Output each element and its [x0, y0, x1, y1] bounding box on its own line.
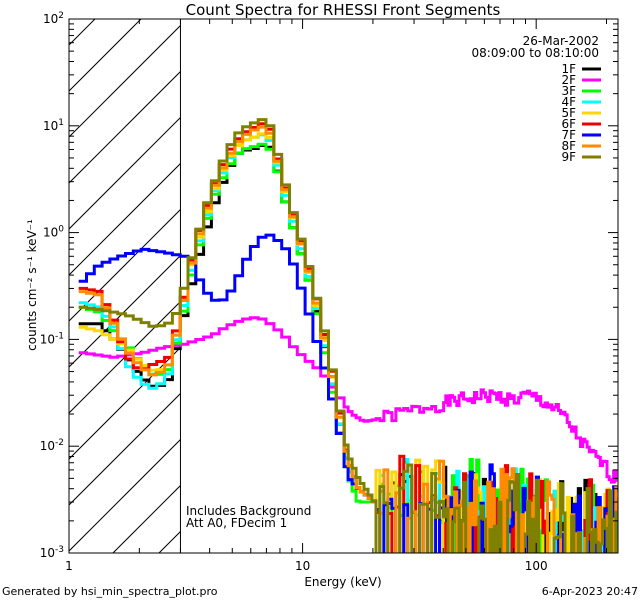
time-range-label: 08:09:00 to 08:10:00: [472, 46, 599, 60]
y-tick-label: 100: [43, 225, 64, 240]
hatch-line: [69, 346, 181, 460]
legend-label: 3F: [561, 84, 576, 98]
hatch-line: [69, 208, 181, 322]
y-tick-label: 10-1: [40, 331, 64, 346]
x-tick-label: 100: [525, 559, 548, 573]
x-axis: 1 10 100: [65, 19, 608, 573]
x-tick-label: 1: [65, 559, 73, 573]
legend-label: 7F: [561, 128, 576, 142]
x-axis-label: Energy (keV): [304, 575, 381, 589]
hatch-line: [69, 19, 142, 92]
x-tick-label: 10: [295, 559, 310, 573]
hatch-line: [69, 162, 181, 276]
series-line-2f: [78, 316, 618, 484]
hatch-line: [69, 300, 181, 414]
y-tick-label: 10-2: [40, 438, 64, 453]
footer-generator: Generated by hsi_min_spectra_plot.pro: [2, 585, 218, 598]
footer-timestamp: 6-Apr-2023 20:47: [542, 585, 638, 598]
background-hatched-region: [0, 0, 181, 553]
hatch-line: [0, 0, 115, 553]
y-axis-label: counts cm⁻² s⁻¹ keV⁻¹: [25, 219, 39, 351]
legend-label: 4F: [561, 95, 576, 109]
note-background: Includes Background: [186, 504, 311, 518]
legend-label: 5F: [561, 106, 576, 120]
hatch-line: [69, 392, 181, 506]
y-tick-label: 10-3: [40, 545, 64, 560]
chart-title: Count Spectra for RHESSI Front Segments: [186, 1, 501, 19]
legend-label: 6F: [561, 117, 576, 131]
hatch-line: [69, 24, 181, 138]
hatch-line: [69, 116, 181, 230]
legend-label: 1F: [561, 62, 576, 76]
hatch-line: [69, 438, 181, 552]
legend-label: 9F: [561, 150, 576, 164]
y-tick-label: 102: [43, 11, 64, 26]
legend-label: 8F: [561, 139, 576, 153]
date-label: 26-Mar-2002: [523, 34, 599, 48]
plot-frame: [68, 18, 619, 554]
series-lines: [78, 118, 618, 553]
y-tick-label: 101: [43, 118, 64, 133]
legend-label: 2F: [561, 73, 576, 87]
series-line-9f: [78, 118, 618, 553]
y-axis: 10-3 10-2 10-1 100 101 102: [40, 11, 618, 560]
note-attenuator: Att A0, FDecim 1: [186, 516, 287, 530]
